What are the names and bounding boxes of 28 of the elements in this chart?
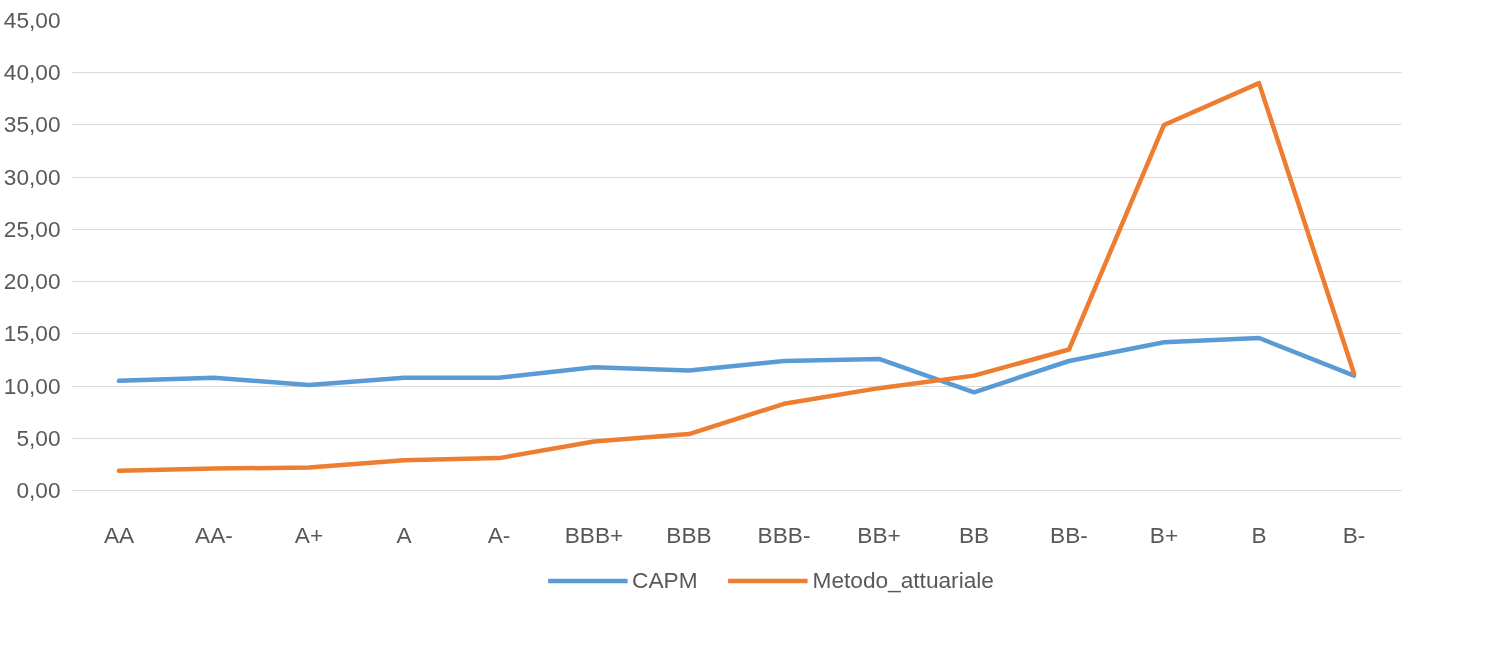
line-series: [116, 80, 1357, 473]
y-tick-label: 5,00: [16, 424, 61, 451]
x-tick-label: BB: [958, 521, 990, 548]
legend-label: Metodo_attuariale: [812, 566, 994, 594]
y-tick-label: 10,00: [3, 372, 61, 399]
x-tick-label: B+: [1149, 521, 1179, 548]
x-tick-label: A: [396, 521, 413, 548]
y-tick-label: 15,00: [3, 320, 61, 347]
x-tick-label: A+: [294, 521, 324, 548]
y-tick-label: 40,00: [3, 59, 61, 86]
line-series: [116, 335, 1357, 395]
y-tick-label: 25,00: [3, 215, 61, 242]
x-tick-label: BBB+: [564, 521, 624, 548]
x-tick-label: BB+: [857, 521, 901, 548]
x-tick-label: BBB-: [757, 521, 811, 548]
x-tick-label: AA: [103, 521, 135, 548]
x-tick-label: B: [1251, 521, 1267, 548]
x-tick-label: A-: [487, 521, 511, 548]
y-tick-label: 45,00: [3, 7, 61, 33]
y-tick-label: 30,00: [3, 163, 61, 190]
x-tick-label: BBB: [666, 521, 712, 548]
legend-label: CAPM: [632, 566, 698, 594]
y-tick-label: 20,00: [3, 268, 61, 295]
y-tick-label: 35,00: [3, 111, 61, 138]
x-tick-label: B-: [1342, 521, 1366, 548]
x-tick-label: AA-: [195, 521, 233, 548]
y-tick-label: 0,00: [16, 477, 61, 503]
x-tick-label: BB-: [1050, 521, 1088, 548]
